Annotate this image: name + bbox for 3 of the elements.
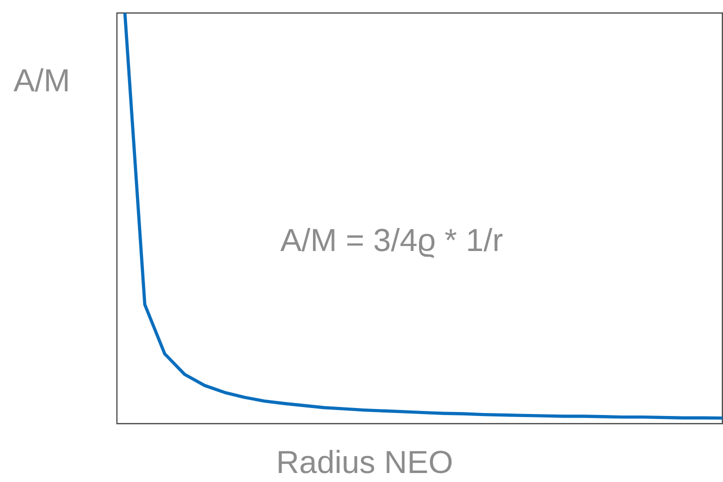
y-axis-title: A/M <box>14 68 68 92</box>
x-axis-title: Radius NEO <box>278 450 452 474</box>
annotation: A/M = 3/4ϱ * 1/r <box>280 228 502 258</box>
